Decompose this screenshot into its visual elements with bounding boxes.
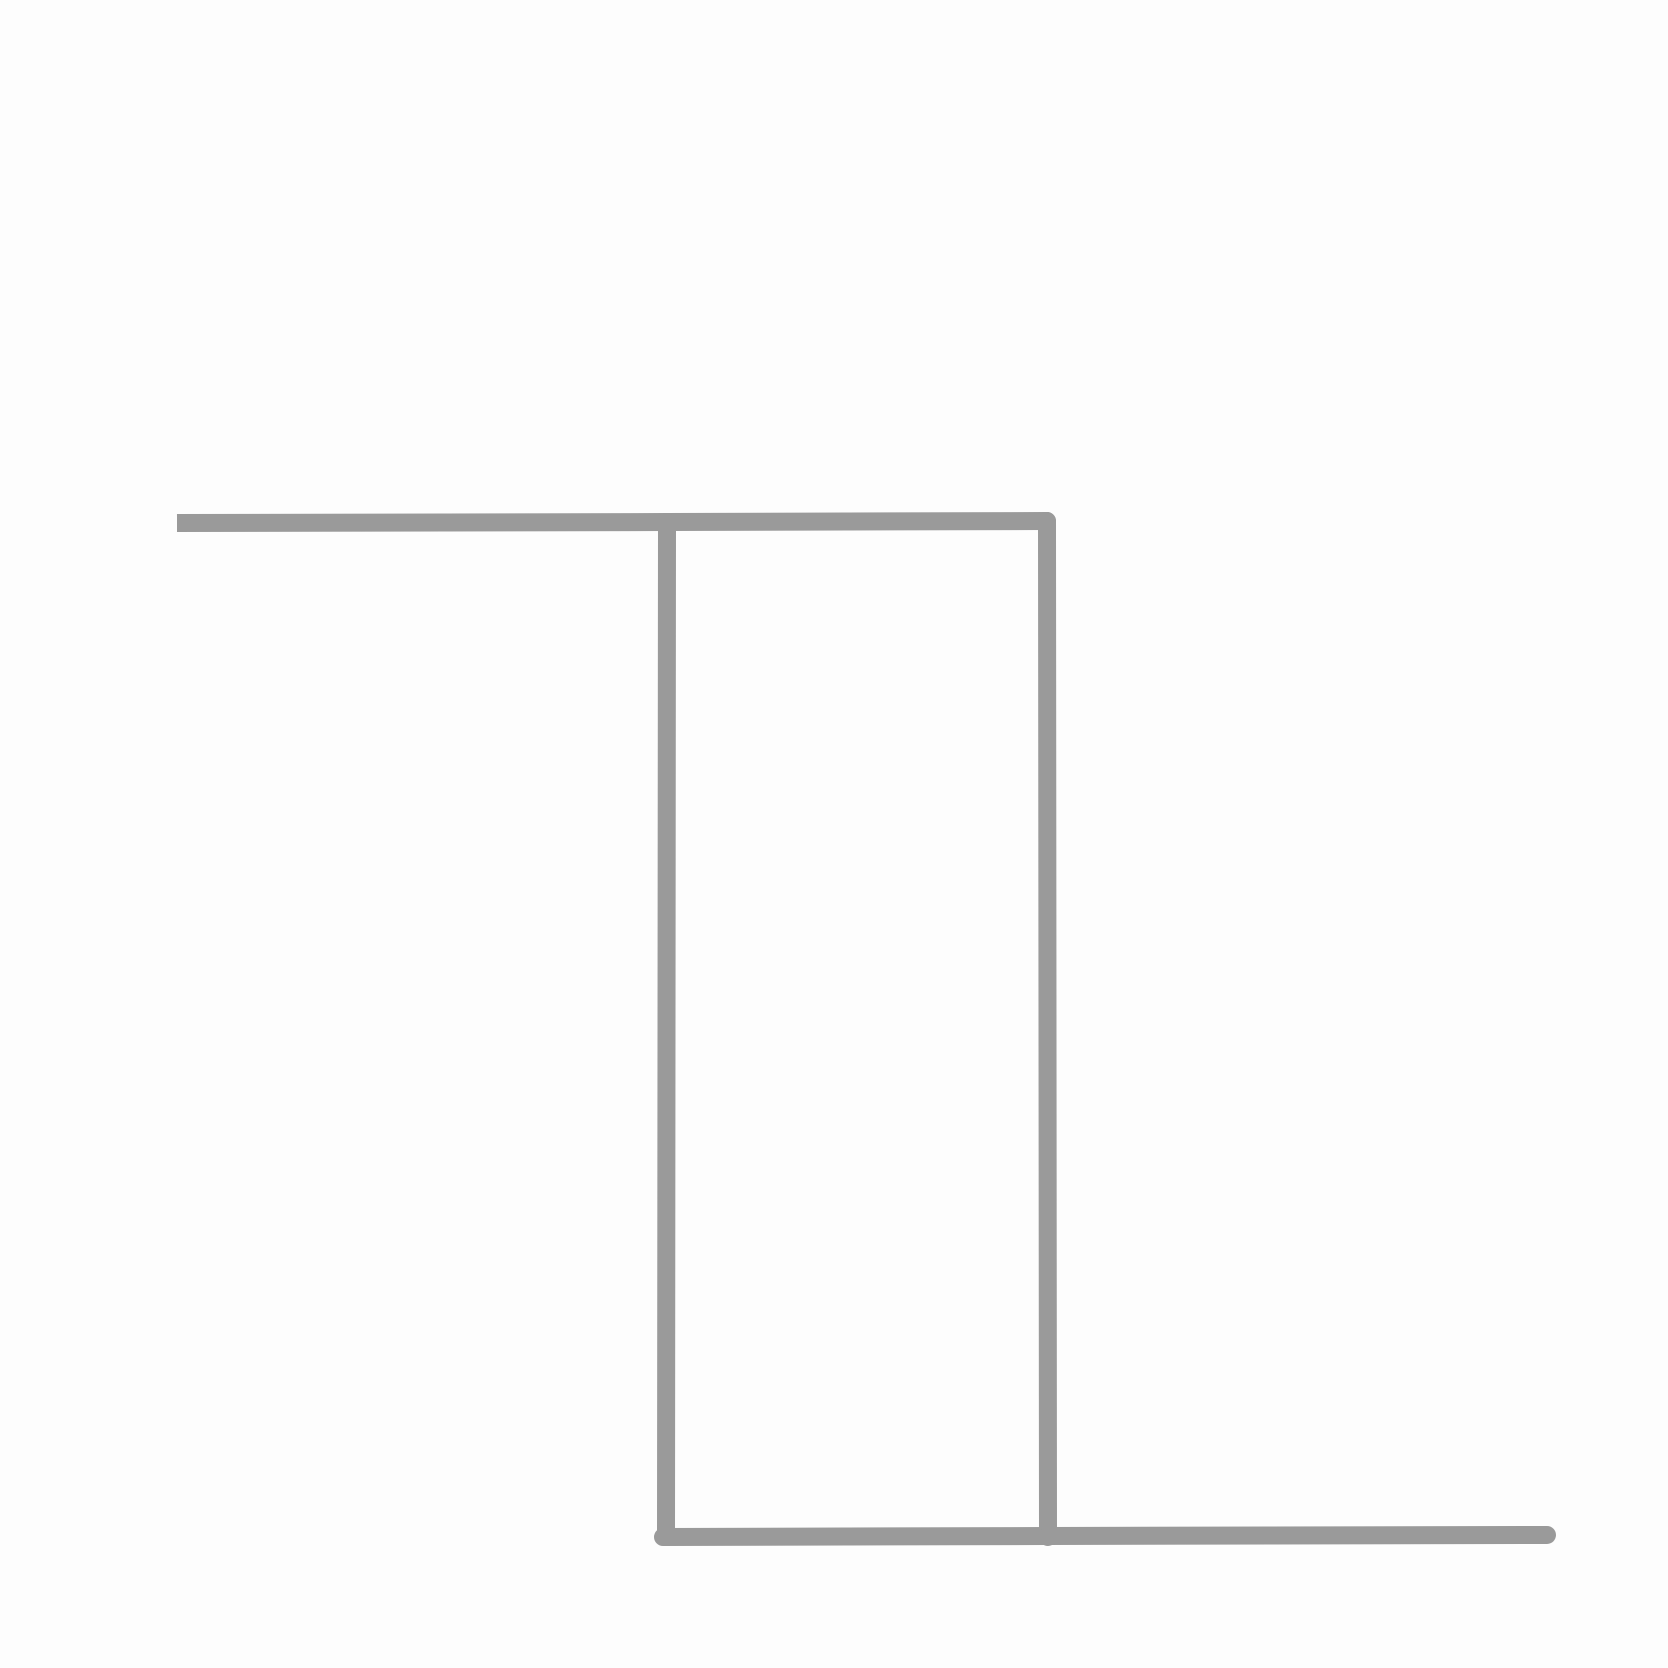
top-left-wire bbox=[176, 513, 668, 532]
top-right-wire bbox=[658, 512, 1056, 531]
bottom-left-wire bbox=[654, 1527, 1057, 1546]
bottom-right-wire bbox=[1039, 1526, 1556, 1545]
left-vertical-wire bbox=[657, 513, 676, 1546]
right-vertical-wire bbox=[1038, 512, 1057, 1546]
diagram-lines bbox=[176, 512, 1556, 1546]
